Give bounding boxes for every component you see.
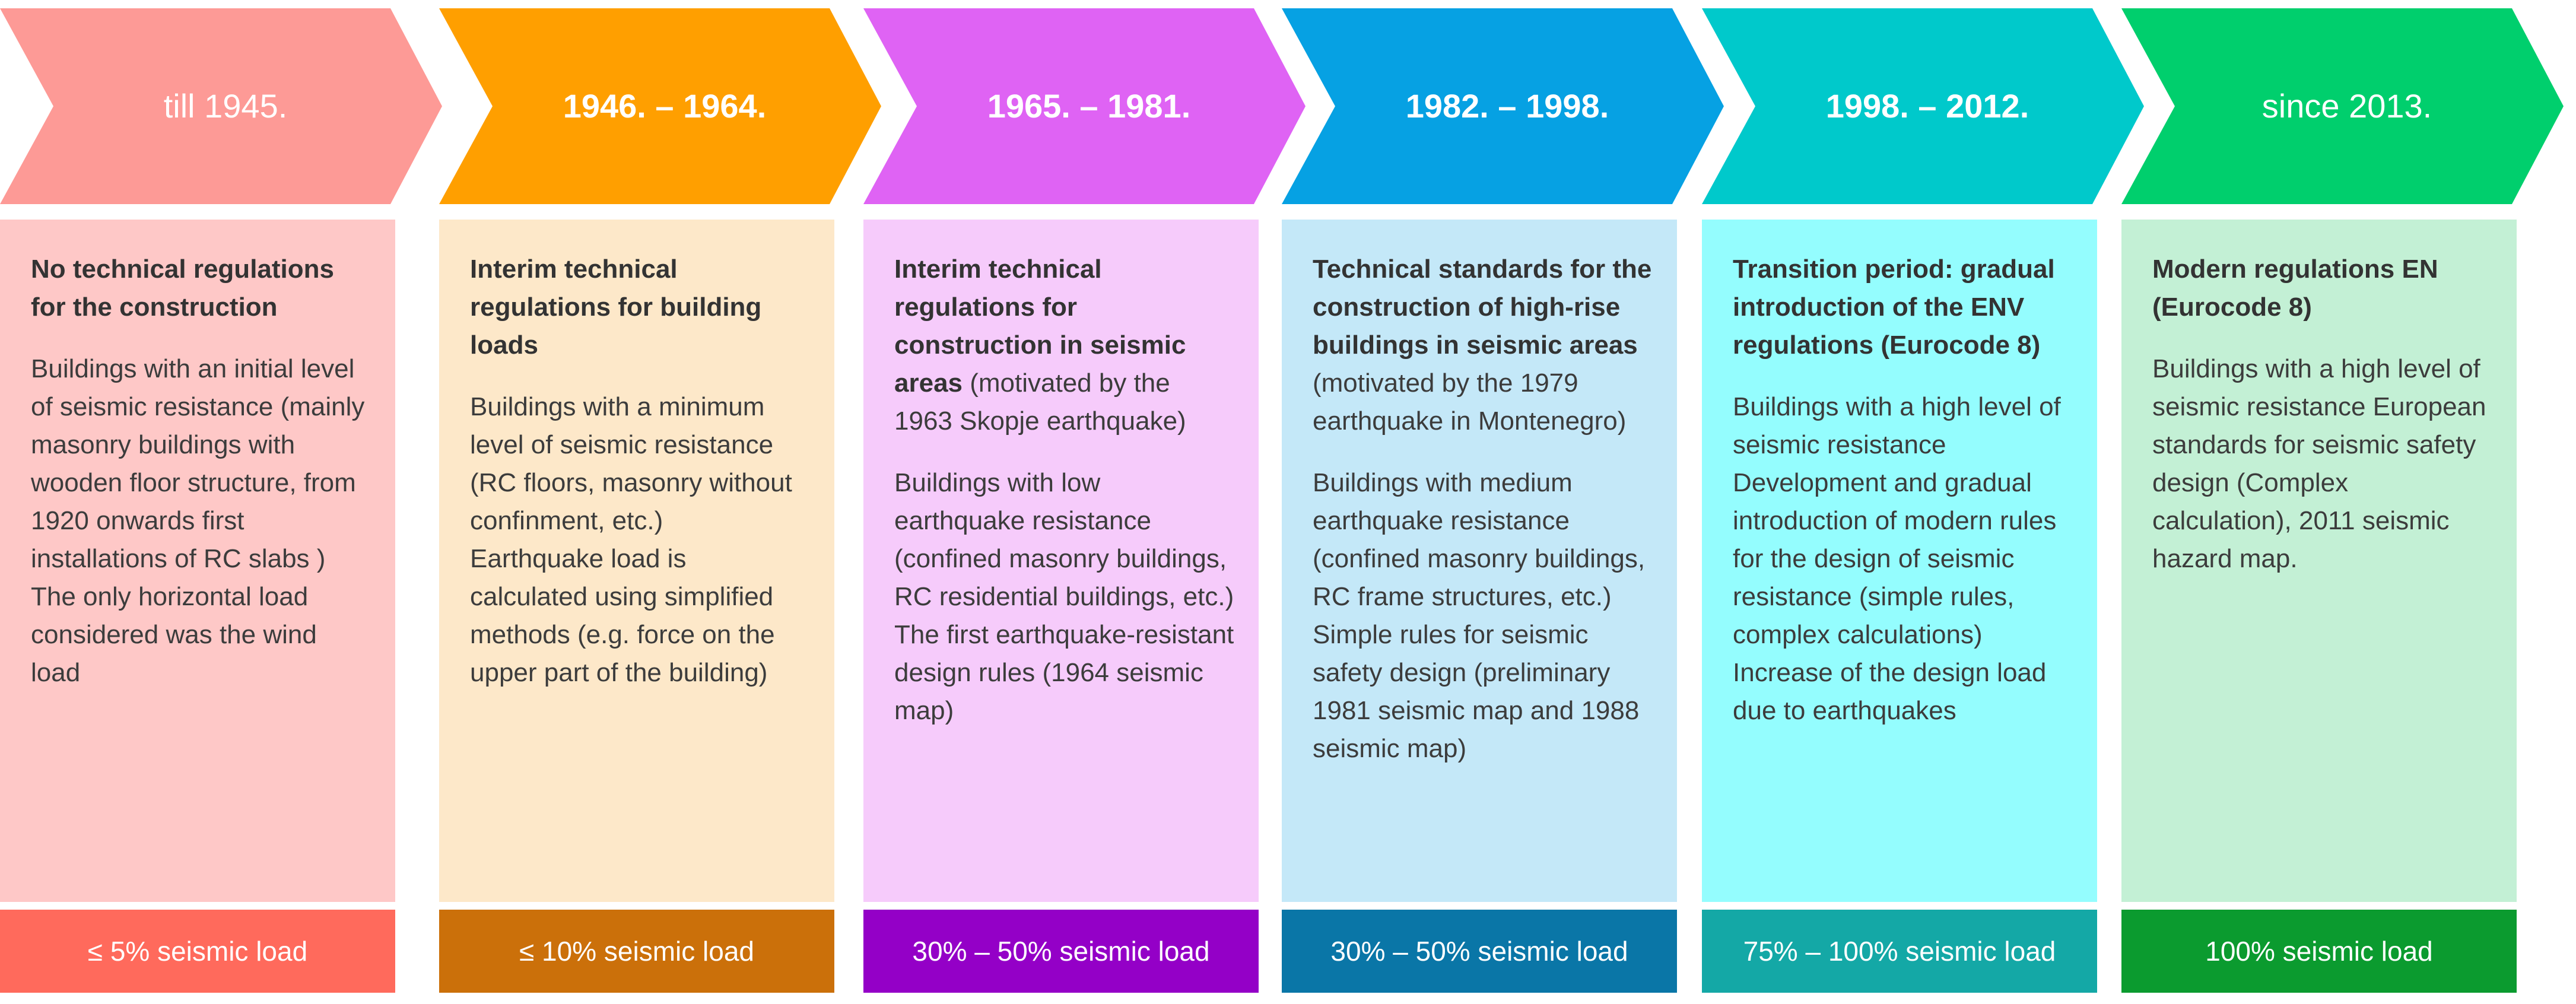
- regulation-title: Technical standards for the construction…: [1313, 255, 1652, 360]
- regulation-description: Buildings with medium earthquake resista…: [1313, 468, 1646, 763]
- timeline-column-4: 1982. – 1998. Technical standards for the…: [1282, 0, 1724, 1004]
- regulation-description: Buildings with a minimum level of seismi…: [470, 392, 792, 687]
- period-chevron: [863, 8, 1308, 204]
- chevron-arrow-shape: [1282, 8, 1724, 204]
- period-chevron: [2121, 8, 2567, 204]
- period-label: 1982. – 1998.: [1405, 87, 1609, 125]
- regulation-description: Buildings with a high level of seismic r…: [1733, 392, 2061, 725]
- regulation-heading: Interim technical regulations for constr…: [894, 250, 1235, 440]
- regulation-heading: Interim technical regulations for buildi…: [470, 250, 811, 364]
- period-chevron: [0, 8, 445, 204]
- chevron-arrow-shape: [1702, 8, 2144, 204]
- timeline-column-2: 1946. – 1964. Interim technical regulatio…: [439, 0, 881, 1004]
- seismic-load-badge: 100% seismic load: [2121, 910, 2517, 993]
- timeline-column-1: till 1945. No technical regulations for t…: [0, 0, 442, 1004]
- regulation-heading: Modern regulations EN (Eurocode 8): [2152, 250, 2493, 326]
- regulation-title: Interim technical regulations for buildi…: [470, 255, 762, 360]
- regulation-description: Buildings with an initial level of seism…: [31, 354, 365, 687]
- timeline-column-6: since 2013. Modern regulations EN (Euroco…: [2121, 0, 2564, 1004]
- chevron-arrow-shape: [2121, 8, 2564, 204]
- regulation-heading: Technical standards for the construction…: [1313, 250, 1653, 440]
- period-label: since 2013.: [2261, 87, 2432, 125]
- regulation-card: Interim technical regulations for buildi…: [439, 220, 834, 902]
- period-chevron: [1702, 8, 2147, 204]
- regulation-card: No technical regulations for the constru…: [0, 220, 395, 902]
- regulation-card: Technical standards for the construction…: [1282, 220, 1677, 902]
- chevron-arrow-shape: [863, 8, 1306, 204]
- regulation-heading: Transition period: gradual introduction …: [1733, 250, 2073, 364]
- timeline-column-5: 1998. – 2012. Transition period: gradual …: [1702, 0, 2144, 1004]
- regulation-title: Modern regulations EN (Eurocode 8): [2152, 255, 2438, 322]
- period-label: 1998. – 2012.: [1825, 87, 2029, 125]
- timeline-column-3: 1965. – 1981. Interim technical regulatio…: [863, 0, 1306, 1004]
- regulation-title: Transition period: gradual introduction …: [1733, 255, 2055, 360]
- regulation-title-note: (motivated by the 1963 Skopje earthquake…: [894, 368, 1186, 436]
- regulation-card: Transition period: gradual introduction …: [1702, 220, 2097, 902]
- period-label: 1946. – 1964.: [563, 87, 767, 125]
- seismic-load-badge: 75% – 100% seismic load: [1702, 910, 2097, 993]
- period-chevron: [1282, 8, 1727, 204]
- period-label: till 1945.: [163, 87, 288, 125]
- chevron-arrow-shape: [439, 8, 881, 204]
- regulation-card: Interim technical regulations for constr…: [863, 220, 1259, 902]
- period-chevron: [439, 8, 884, 204]
- seismic-load-badge: ≤ 5% seismic load: [0, 910, 395, 993]
- regulation-title: No technical regulations for the constru…: [31, 255, 334, 322]
- chevron-arrow-shape: [0, 8, 442, 204]
- regulation-title: Interim technical regulations for constr…: [894, 255, 1186, 398]
- period-label: 1965. – 1981.: [987, 87, 1191, 125]
- regulation-heading: No technical regulations for the constru…: [31, 250, 371, 326]
- regulation-title-note: (motivated by the 1979 earthquake in Mon…: [1313, 368, 1627, 436]
- regulation-description: Buildings with a high level of seismic r…: [2152, 354, 2486, 573]
- seismic-load-badge: 30% – 50% seismic load: [1282, 910, 1677, 993]
- seismic-load-badge: 30% – 50% seismic load: [863, 910, 1259, 993]
- regulation-card: Modern regulations EN (Eurocode 8) Buildi…: [2121, 220, 2517, 902]
- seismic-load-badge: ≤ 10% seismic load: [439, 910, 834, 993]
- regulation-description: Buildings with low earthquake resistance…: [894, 468, 1234, 725]
